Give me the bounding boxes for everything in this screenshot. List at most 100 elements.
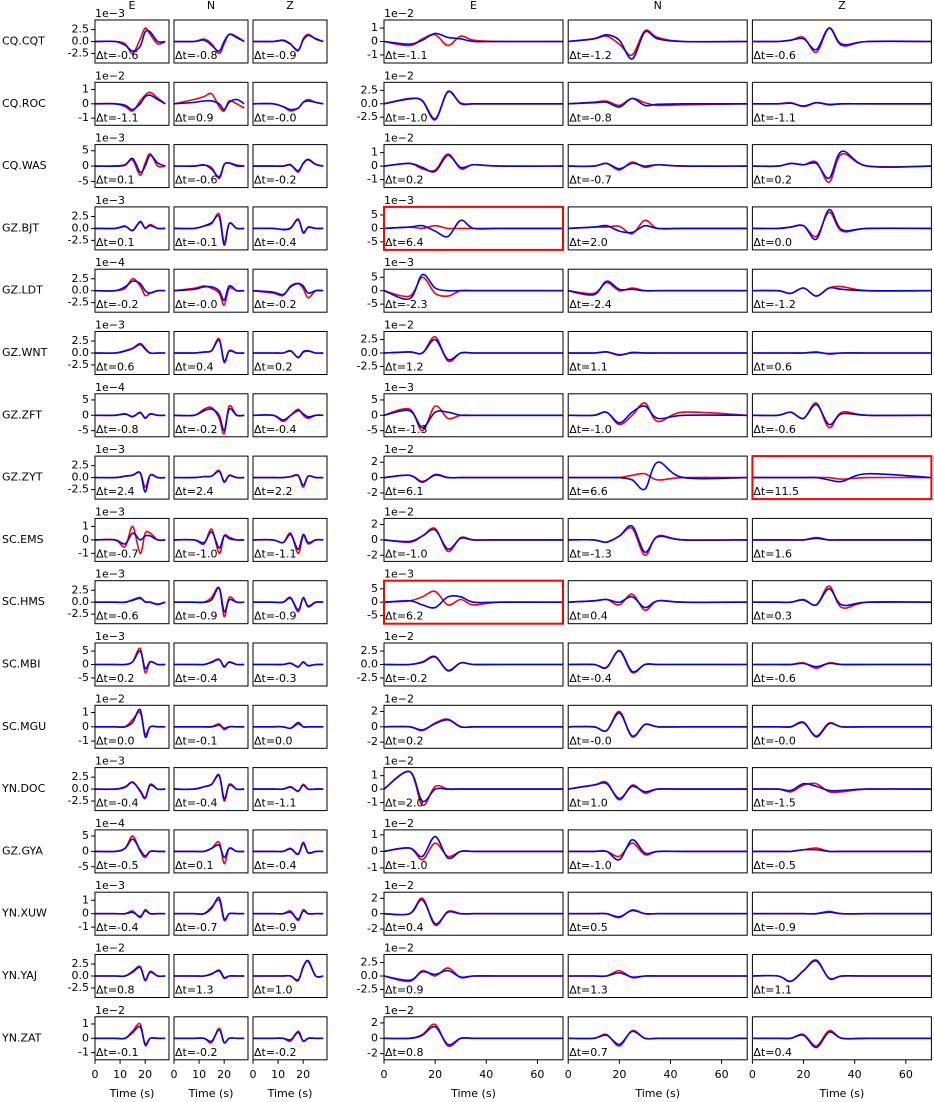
delta-t-label: Δt=-0.8	[96, 423, 139, 436]
scale-label: 1e−2	[384, 942, 414, 955]
delta-t-label: Δt=2.0	[569, 236, 608, 249]
synthetic-trace	[568, 405, 748, 424]
panel-frame	[383, 393, 564, 438]
panel-frame	[173, 829, 249, 874]
panel-frame	[383, 517, 564, 562]
panel-frame	[173, 81, 249, 126]
delta-t-label: Δt=-0.2	[254, 1046, 297, 1059]
panel-frame	[751, 393, 932, 438]
panel-frame	[94, 642, 170, 687]
x-tick-label: 40	[848, 1068, 862, 1081]
synthetic-trace	[568, 712, 748, 737]
y-tick-label: 0.0	[361, 97, 379, 110]
station-label: GZ.ZYT	[2, 471, 43, 484]
y-tick-label: -2.5	[357, 359, 378, 372]
y-tick-label: 0	[371, 35, 378, 48]
delta-t-label: Δt=-0.7	[175, 921, 218, 934]
synthetic-trace	[752, 472, 932, 483]
panel-frame	[252, 331, 328, 375]
panel-frame	[567, 891, 748, 936]
synthetic-trace	[383, 835, 563, 860]
synthetic-trace	[253, 597, 324, 611]
panel-frame	[383, 331, 564, 375]
panel-frame	[94, 81, 170, 126]
delta-t-label: Δt=-0.9	[254, 610, 297, 623]
scale-label: 1e−3	[95, 505, 125, 518]
panel-frame	[94, 455, 170, 500]
scale-label: 1e−2	[384, 879, 414, 892]
y-tick-label: -2.5	[68, 607, 89, 620]
station-label: SC.MGU	[2, 720, 46, 733]
delta-t-label: Δt=0.8	[385, 1046, 424, 1059]
delta-t-label: Δt=-1.0	[569, 423, 612, 436]
y-tick-label: 0	[371, 159, 378, 172]
y-tick-label: -2.5	[68, 233, 89, 246]
y-tick-label: 2.5	[72, 23, 90, 36]
synthetic-trace	[383, 719, 563, 731]
delta-t-label: Δt=1.1	[753, 984, 792, 997]
delta-t-label: Δt=6.6	[569, 485, 608, 498]
observed-trace	[383, 1023, 563, 1048]
scale-label: 1e−2	[95, 692, 125, 705]
x-tick-label: 0	[565, 1068, 572, 1081]
panel-frame	[567, 580, 748, 625]
y-tick-label: 0.0	[361, 346, 379, 359]
panel-frame	[383, 891, 564, 936]
y-tick-label: 0	[371, 408, 378, 421]
panel-frame	[252, 19, 328, 64]
delta-t-label: Δt=0.9	[175, 111, 214, 124]
y-tick-label: -2.5	[357, 982, 378, 995]
highlight-box	[383, 579, 564, 625]
synthetic-trace	[752, 911, 932, 915]
panel-frame	[252, 206, 328, 251]
y-tick-label: 1	[82, 705, 89, 718]
highlight-box	[751, 455, 933, 501]
panel-frame	[94, 767, 170, 812]
scale-label: 1e−3	[95, 630, 125, 643]
panel-frame	[567, 455, 748, 500]
observed-trace	[252, 908, 324, 922]
y-tick-label: 0	[82, 720, 89, 733]
station-label: SC.HMS	[2, 595, 45, 608]
delta-t-label: Δt=0.1	[175, 859, 214, 872]
synthetic-trace	[568, 782, 748, 800]
delta-t-label: Δt=-0.2	[175, 1046, 218, 1059]
delta-t-label: Δt=-1.2	[753, 298, 796, 311]
scale-label: 1e−3	[384, 568, 414, 581]
scale-label: 1e−3	[95, 132, 125, 145]
synthetic-trace	[568, 30, 748, 60]
y-tick-label: -5	[367, 297, 378, 310]
delta-t-label: Δt=-0.6	[96, 49, 139, 62]
delta-t-label: Δt=-0.0	[175, 298, 218, 311]
delta-t-label: Δt=-1.0	[385, 859, 428, 872]
delta-t-label: Δt=0.4	[385, 921, 424, 934]
synthetic-trace	[383, 969, 563, 982]
synthetic-trace	[568, 280, 748, 296]
observed-trace	[383, 336, 563, 363]
y-tick-label: 2	[371, 704, 378, 717]
x-tick-label: 10	[271, 1068, 285, 1081]
panel-frame	[173, 1016, 249, 1061]
scale-label: 1e−3	[95, 568, 125, 581]
y-tick-label: 2.5	[72, 583, 90, 596]
x-axis-label: Time (s)	[109, 1087, 155, 1100]
delta-t-label: Δt=-1.1	[753, 111, 796, 124]
panel-frame	[173, 891, 249, 936]
synthetic-trace	[173, 98, 245, 111]
y-tick-label: 0.0	[72, 221, 90, 234]
station-label: GZ.LDT	[2, 284, 43, 297]
delta-t-label: Δt=-0.9	[254, 921, 297, 934]
panel-frame	[94, 829, 170, 874]
panel-frame	[751, 331, 932, 375]
delta-t-label: Δt=-0.4	[96, 797, 139, 810]
synthetic-trace	[253, 959, 324, 981]
synthetic-trace	[95, 966, 166, 981]
delta-t-label: Δt=1.1	[569, 361, 608, 374]
panel-frame	[173, 580, 249, 625]
panel-frame	[751, 954, 932, 998]
panel-frame	[567, 19, 748, 64]
synthetic-trace	[94, 781, 166, 799]
delta-t-label: Δt=0.4	[753, 1046, 792, 1059]
delta-t-label: Δt=-2.4	[569, 298, 612, 311]
synthetic-trace	[568, 461, 748, 491]
